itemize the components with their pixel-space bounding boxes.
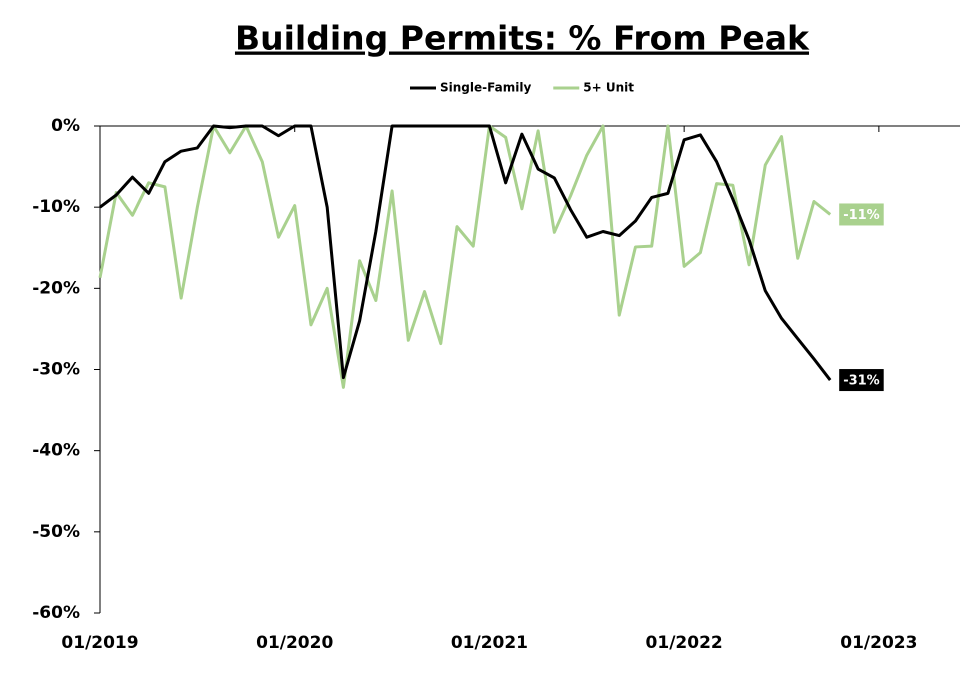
y-tick-label: -20% [32, 278, 80, 298]
y-tick-label: -60% [32, 603, 80, 623]
legend-label: 5+ Unit [583, 81, 634, 95]
y-tick-label: -10% [32, 197, 80, 217]
y-tick-label: 0% [51, 116, 80, 136]
x-tick-label: 01/2023 [840, 633, 917, 653]
x-tick-label: 01/2022 [646, 633, 723, 653]
legend-label: Single-Family [440, 81, 531, 95]
y-tick-label: -50% [32, 522, 80, 542]
chart-title: Building Permits: % From Peak [235, 19, 810, 58]
x-tick-label: 01/2020 [256, 633, 333, 653]
end-label: -11% [843, 208, 880, 223]
end-label: -31% [843, 374, 880, 389]
y-tick-label: -40% [32, 441, 80, 461]
y-tick-label: -30% [32, 360, 80, 380]
series-line [98, 124, 832, 389]
x-tick-label: 01/2021 [451, 633, 528, 653]
end-label-box [839, 203, 884, 226]
end-label-box [839, 369, 884, 392]
x-tick-label: 01/2019 [61, 633, 138, 653]
series-line [99, 124, 832, 381]
